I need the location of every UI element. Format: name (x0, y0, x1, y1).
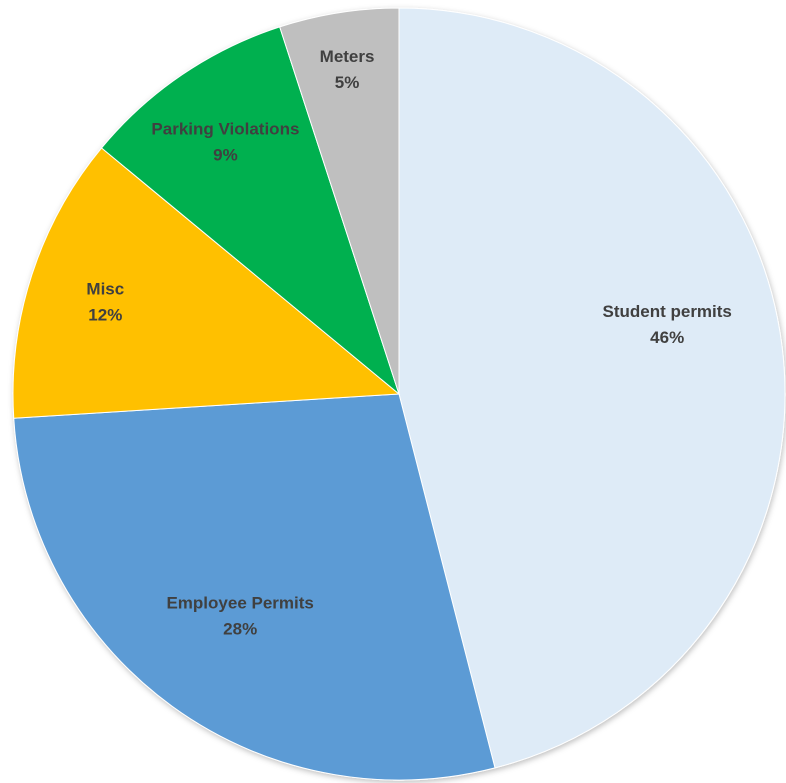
pie-label-employee-permits: Employee Permits 28% (166, 594, 313, 639)
pie-label-category: Employee Permits (166, 594, 313, 613)
pie-label-percent: 46% (650, 328, 684, 347)
pie-slice-meters (279, 7, 400, 395)
pie-label-student-permits: Student permits 46% (602, 302, 731, 347)
pie-slices (12, 7, 786, 781)
pie-label-percent: 12% (88, 306, 122, 325)
pie-slice-parking-violations (100, 26, 401, 396)
pie-label-category: Misc (86, 280, 124, 299)
pie-slice-misc (12, 147, 401, 419)
pie-label-percent: 28% (223, 620, 257, 639)
pie-label-meters: Meters 5% (320, 47, 375, 92)
pie-label-percent: 5% (335, 73, 360, 92)
pie-slice-employee-permits (13, 393, 496, 781)
pie-label-parking-violations: Parking Violations 9% (151, 120, 299, 165)
pie-label-percent: 9% (213, 146, 238, 165)
pie-label-category: Student permits (602, 302, 731, 321)
pie-label-category: Parking Violations (151, 120, 299, 139)
pie-slice-student-permits (398, 7, 786, 769)
pie-labels: Student permits 46% Employee Permits 28% Mis… (86, 47, 731, 638)
pie-label-misc: Misc 12% (86, 280, 124, 325)
pie-label-category: Meters (320, 47, 375, 66)
